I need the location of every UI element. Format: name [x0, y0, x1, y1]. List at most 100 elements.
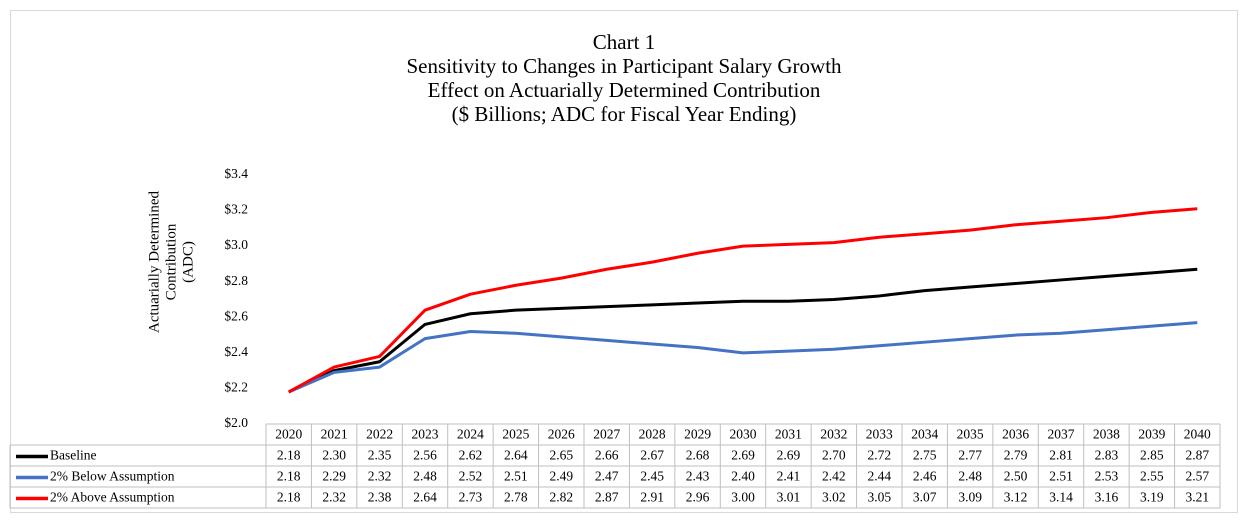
table-value: 2.75: [913, 448, 937, 463]
y-axis-label-line: Actuarially Determined: [146, 190, 162, 333]
series-line: [288, 321, 1198, 394]
table-value: 2.68: [686, 448, 710, 463]
x-tick-label: 2038: [1093, 427, 1120, 442]
table-value: 2.51: [1049, 469, 1073, 484]
x-tick-label: 2033: [866, 427, 893, 442]
table-value: 2.69: [777, 448, 801, 463]
chart-frame: [10, 10, 1238, 513]
table-value: 2.77: [958, 448, 982, 463]
x-tick-label: 2034: [911, 427, 938, 442]
y-tick-label: $2.2: [224, 380, 248, 395]
table-value: 2.18: [277, 469, 301, 484]
table-value: 2.67: [640, 448, 664, 463]
y-axis-label-line: (ADC): [180, 241, 196, 283]
x-tick-label: 2035: [957, 427, 984, 442]
series-line: [288, 267, 1198, 394]
x-tick-label: 2027: [593, 427, 620, 442]
table-value: 2.81: [1049, 448, 1073, 463]
x-tick-label: 2022: [366, 427, 393, 442]
table-value: 2.69: [731, 448, 755, 463]
table-value: 2.55: [1140, 469, 1164, 484]
y-tick-label: $3.4: [224, 166, 248, 181]
y-axis-label-line: Contribution: [163, 223, 179, 300]
x-tick-label: 2020: [275, 427, 302, 442]
table-value: 3.00: [731, 490, 755, 505]
chart-title: ($ Billions; ADC for Fiscal Year Ending): [452, 102, 797, 126]
table-value: 2.52: [459, 469, 483, 484]
y-tick-label: $3.2: [224, 202, 248, 217]
table-value: 3.01: [777, 490, 801, 505]
x-tick-label: 2028: [639, 427, 666, 442]
table-value: 2.87: [1185, 448, 1209, 463]
table-value: 2.57: [1185, 469, 1209, 484]
table-value: 2.46: [913, 469, 937, 484]
y-tick-label: $2.0: [224, 415, 248, 430]
table-value: 2.62: [459, 448, 483, 463]
table-value: 2.96: [686, 490, 710, 505]
table-value: 2.45: [640, 469, 664, 484]
table-value: 3.16: [1095, 490, 1119, 505]
table-value: 3.07: [913, 490, 937, 505]
legend-label: 2% Below Assumption: [50, 469, 175, 484]
table-value: 2.50: [1004, 469, 1028, 484]
y-tick-label: $2.8: [224, 273, 248, 288]
table-value: 2.83: [1095, 448, 1119, 463]
table-value: 2.42: [822, 469, 846, 484]
table-value: 2.43: [686, 469, 710, 484]
table-value: 2.32: [368, 469, 392, 484]
legend-label: 2% Above Assumption: [50, 490, 175, 505]
x-tick-label: 2040: [1184, 427, 1211, 442]
table-value: 2.72: [867, 448, 891, 463]
table-value: 3.14: [1049, 490, 1073, 505]
table-value: 3.09: [958, 490, 982, 505]
table-value: 2.56: [413, 448, 437, 463]
table-value: 3.19: [1140, 490, 1164, 505]
chart-title: Sensitivity to Changes in Participant Sa…: [406, 54, 842, 78]
x-tick-label: 2029: [684, 427, 711, 442]
table-value: 2.78: [504, 490, 528, 505]
table-value: 2.79: [1004, 448, 1028, 463]
x-tick-label: 2031: [775, 427, 802, 442]
table-value: 2.91: [640, 490, 664, 505]
table-value: 2.85: [1140, 448, 1164, 463]
table-value: 2.65: [549, 448, 573, 463]
table-value: 2.40: [731, 469, 755, 484]
table-value: 2.87: [595, 490, 619, 505]
table-value: 2.41: [777, 469, 801, 484]
y-tick-label: $2.4: [224, 344, 248, 359]
series-line: [287, 207, 1198, 394]
x-tick-label: 2039: [1138, 427, 1165, 442]
legend-label: Baseline: [50, 448, 97, 463]
table-value: 2.44: [867, 469, 891, 484]
table-value: 3.05: [867, 490, 891, 505]
y-axis-label: Actuarially Determined Contribution (ADC): [146, 190, 196, 333]
table-value: 2.18: [277, 448, 301, 463]
x-tick-label: 2025: [502, 427, 529, 442]
table-value: 2.66: [595, 448, 619, 463]
x-tick-label: 2036: [1002, 427, 1029, 442]
table-value: 3.02: [822, 490, 846, 505]
x-tick-label: 2026: [548, 427, 575, 442]
table-value: 2.82: [549, 490, 573, 505]
table-value: 2.32: [322, 490, 346, 505]
table-value: 2.30: [322, 448, 346, 463]
table-value: 2.38: [368, 490, 392, 505]
chart-title: Effect on Actuarially Determined Contrib…: [428, 78, 821, 102]
table-value: 2.53: [1095, 469, 1119, 484]
x-tick-label: 2024: [457, 427, 484, 442]
table-value: 2.48: [958, 469, 982, 484]
table-value: 2.70: [822, 448, 846, 463]
table-value: 2.64: [413, 490, 437, 505]
x-tick-label: 2023: [412, 427, 439, 442]
table-value: 2.18: [277, 490, 301, 505]
y-tick-label: $2.6: [224, 308, 248, 323]
table-value: 3.21: [1185, 490, 1209, 505]
y-tick-label: $3.0: [224, 237, 248, 252]
x-tick-label: 2021: [321, 427, 348, 442]
table-value: 3.12: [1004, 490, 1028, 505]
x-tick-label: 2030: [730, 427, 757, 442]
table-value: 2.49: [549, 469, 573, 484]
x-tick-label: 2032: [820, 427, 847, 442]
table-value: 2.73: [459, 490, 483, 505]
